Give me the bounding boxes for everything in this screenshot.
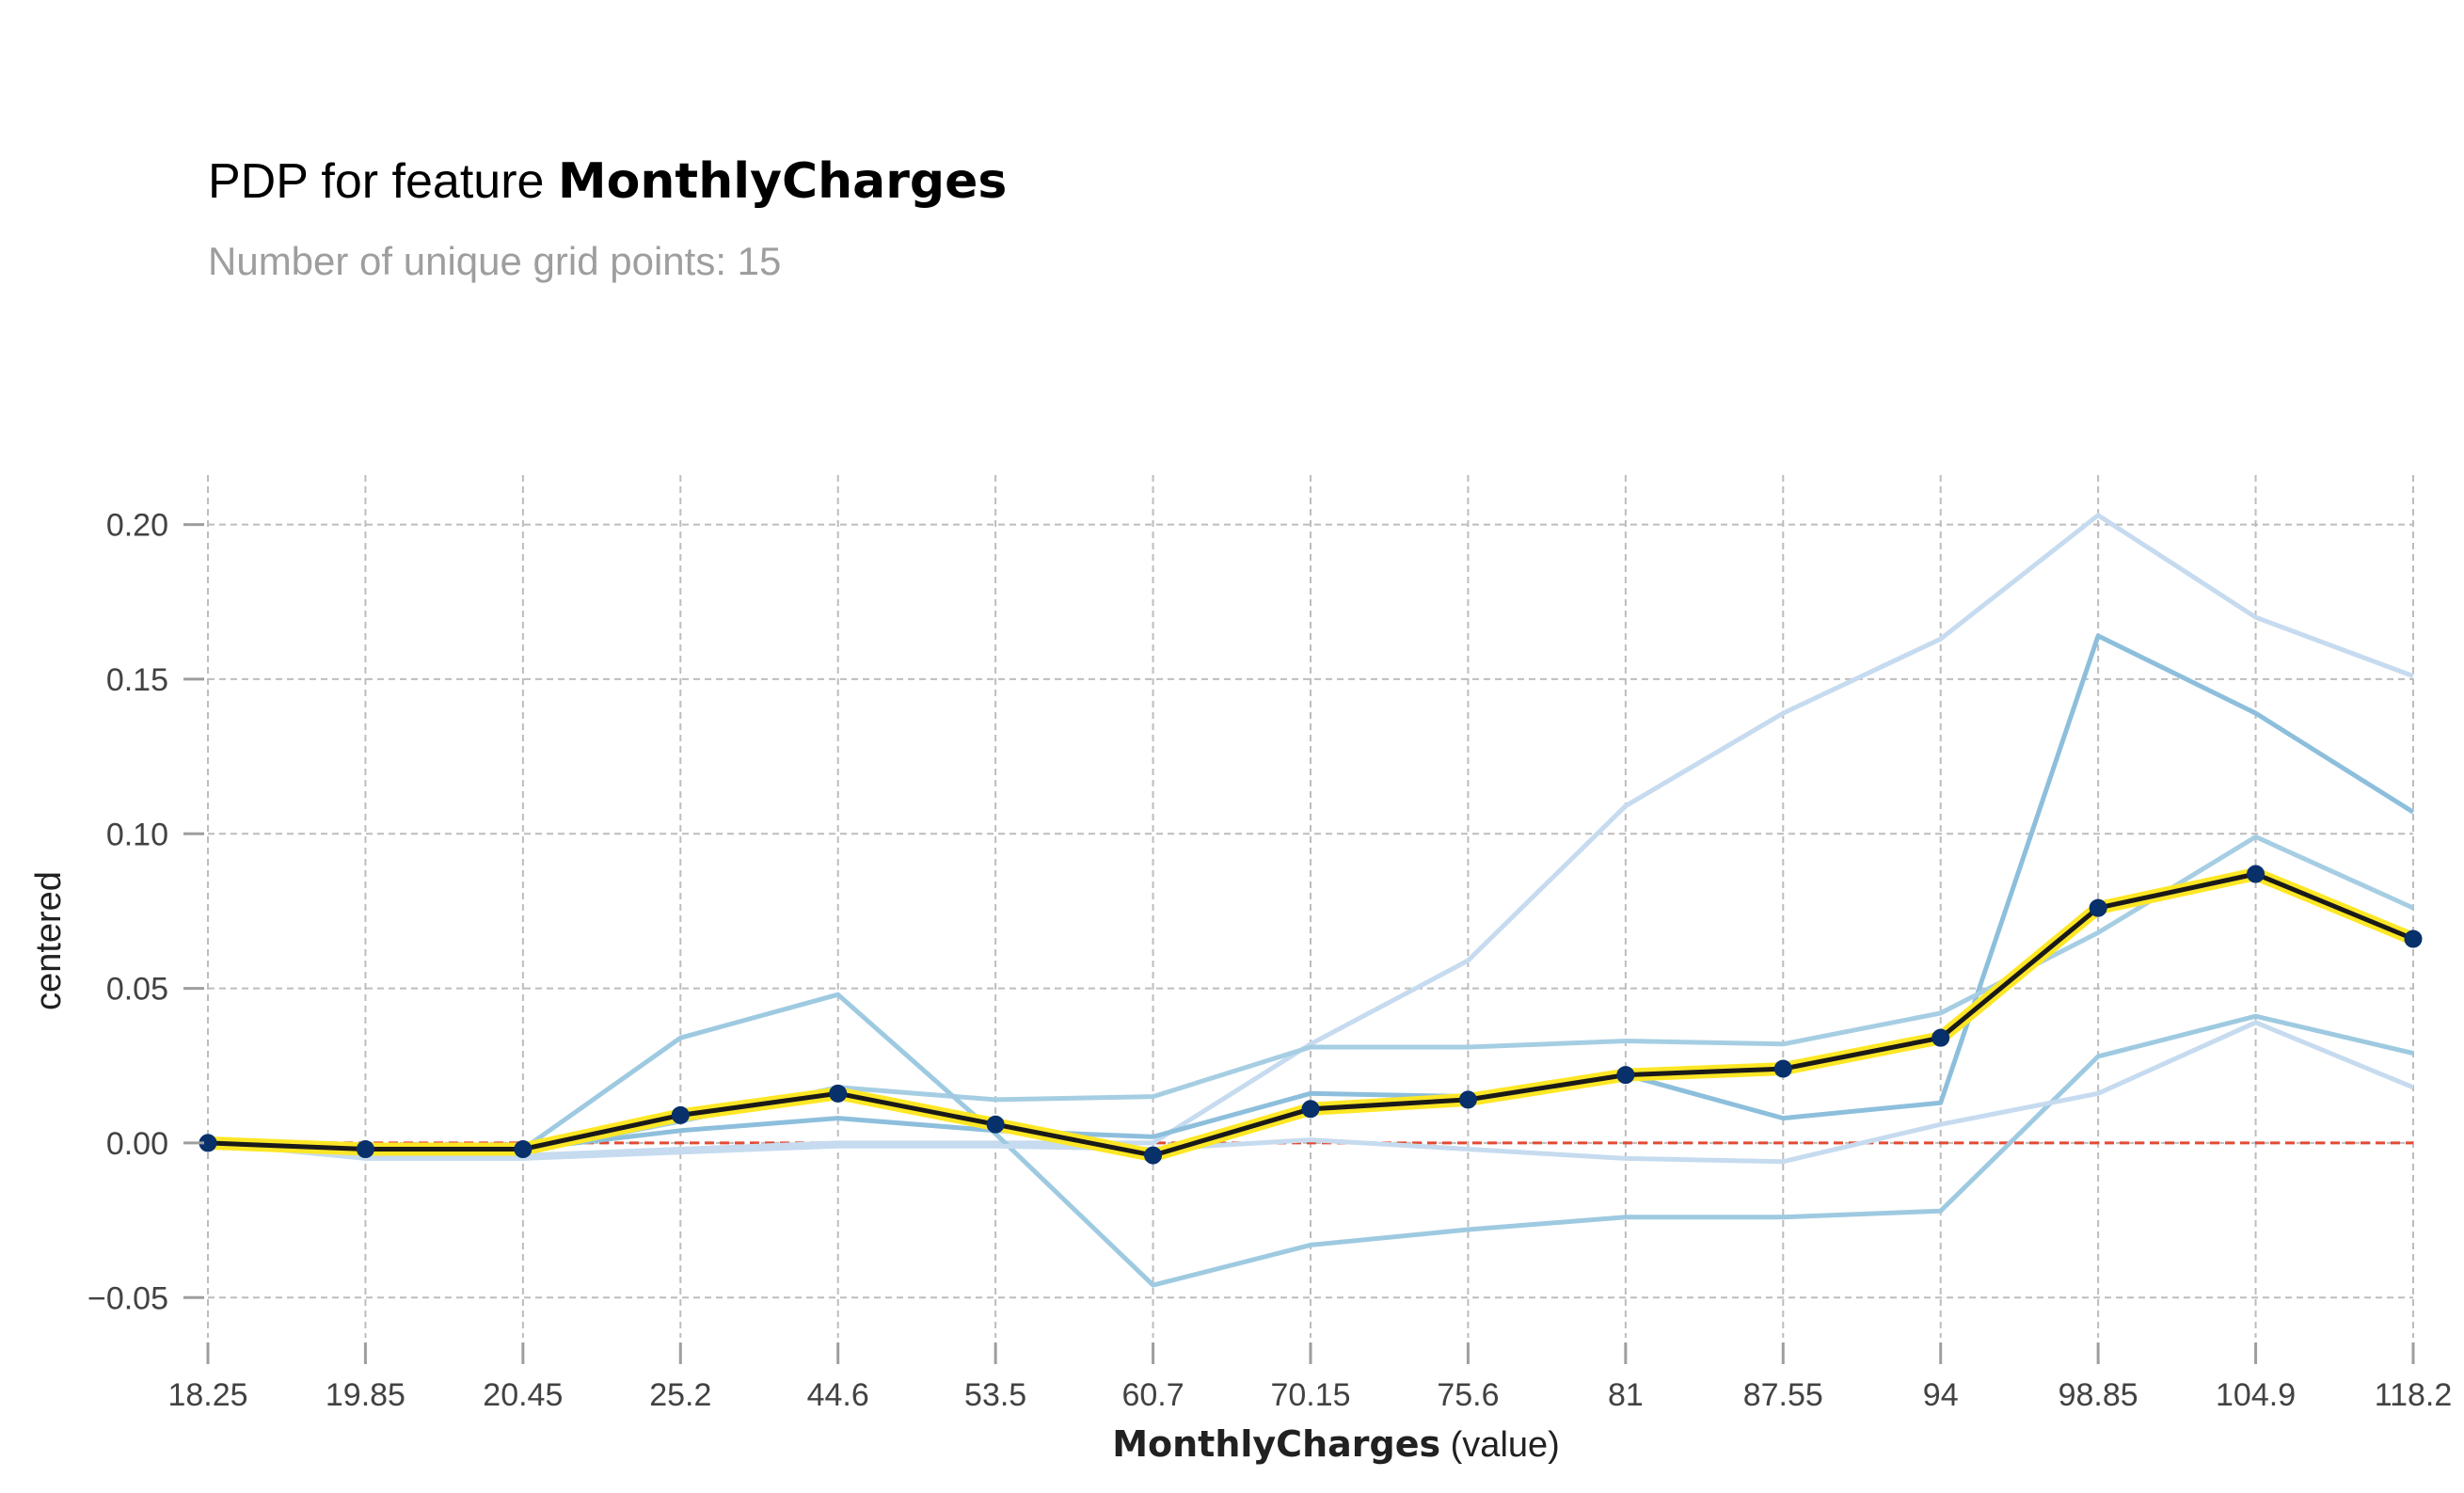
pdp-point [1144, 1146, 1163, 1165]
x-tick-label: 20.45 [483, 1377, 563, 1413]
y-axis-label: centered [29, 871, 69, 1010]
chart-title-prefix: PDP for feature [208, 154, 558, 209]
chart-title-feature: MonthlyCharges [558, 153, 1007, 210]
y-tick-label: 0.05 [106, 972, 168, 1008]
pdp-point [671, 1105, 690, 1124]
x-tick-label: 81 [1608, 1377, 1644, 1413]
y-tick-label: 0.20 [106, 508, 168, 544]
x-axis-label-suffix: (value) [1440, 1425, 1560, 1465]
pdp-point [1931, 1028, 1950, 1047]
pdp-point [1616, 1066, 1635, 1085]
pdp-layer [199, 865, 2423, 1165]
x-tick-label: 75.6 [1437, 1377, 1499, 1413]
pdp-point [1458, 1090, 1477, 1109]
x-tick-label: 44.6 [807, 1377, 869, 1413]
y-tick-label: −0.05 [87, 1280, 168, 1316]
chart-subtitle: Number of unique grid points: 15 [208, 239, 781, 283]
ice-line-1 [207, 513, 2414, 1158]
pdp-point [829, 1084, 848, 1103]
x-tick-label: 70.15 [1270, 1377, 1350, 1413]
y-tick-label: 0.15 [106, 662, 168, 698]
x-tick-label: 25.2 [649, 1377, 711, 1413]
x-tick-label: 104.9 [2216, 1377, 2296, 1413]
y-ticks-layer: −0.05 0.00 0.05 0.10 0.15 0.20 [87, 508, 204, 1316]
pdp-point [2247, 865, 2265, 883]
pdp-point [2404, 929, 2423, 948]
x-tick-label: 87.55 [1743, 1377, 1823, 1413]
x-tick-label: 53.5 [964, 1377, 1026, 1413]
x-axis-label: MonthlyCharges (value) [1112, 1423, 1560, 1465]
x-tick-label: 60.7 [1121, 1377, 1184, 1413]
pdp-point [514, 1140, 533, 1159]
x-tick-label: 98.85 [2059, 1377, 2138, 1413]
pdp-point [2089, 898, 2107, 917]
ice-line-5 [207, 1020, 2414, 1165]
x-tick-label: 94 [1923, 1377, 1959, 1413]
x-axis-label-feature: MonthlyCharges [1112, 1423, 1440, 1465]
x-ticks-layer: 18.25 19.85 20.45 25.2 44.6 53.5 60.7 70.15 75.6… [167, 1342, 2452, 1413]
chart-title: PDP for feature MonthlyCharges [208, 153, 1007, 210]
x-tick-label: 18.25 [167, 1377, 247, 1413]
x-tick-label: 118.2 [2375, 1377, 2453, 1413]
pdp-point [986, 1115, 1005, 1134]
ice-line-4 [207, 992, 2414, 1288]
pdp-point [356, 1140, 374, 1159]
y-tick-label: 0.10 [106, 817, 168, 852]
pdp-point [1773, 1059, 1792, 1078]
grid-layer [207, 475, 2414, 1338]
y-tick-label: 0.00 [106, 1126, 168, 1162]
x-tick-label: 19.85 [326, 1377, 405, 1413]
pdp-point [1301, 1100, 1320, 1119]
